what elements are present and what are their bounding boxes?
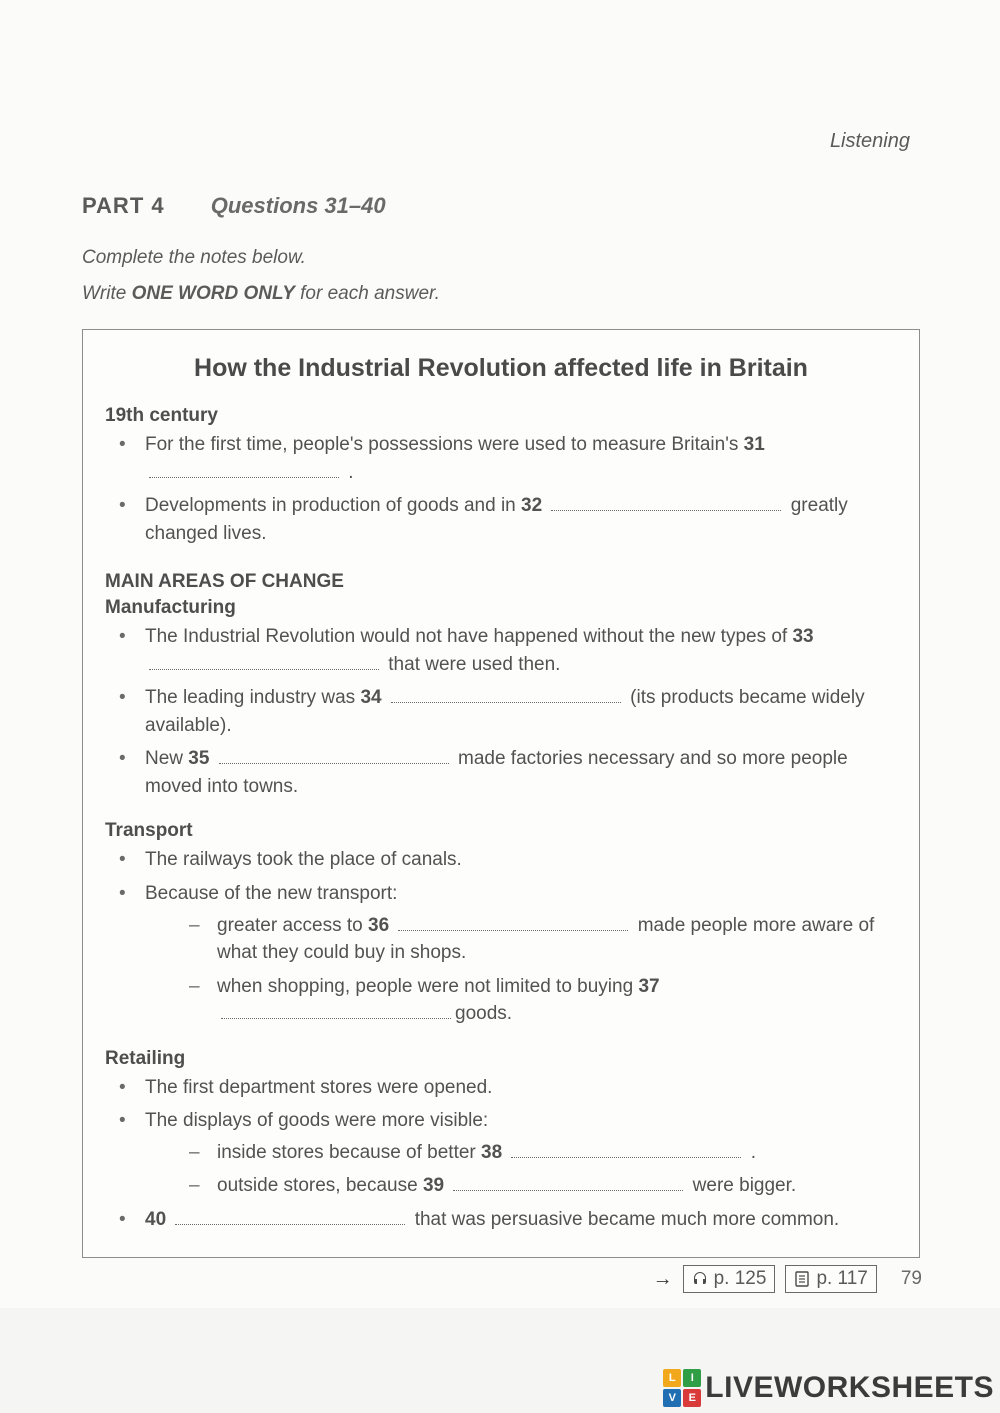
headphone-icon — [692, 1271, 708, 1287]
trans-b1: The railways took the place of canals. — [119, 846, 897, 874]
q40-blank[interactable] — [175, 1208, 405, 1225]
instruction-1: Complete the notes below. — [82, 247, 920, 269]
retail-b2: The displays of goods were more visible:… — [119, 1107, 897, 1200]
q33-pre: The Industrial Revolution would not have… — [145, 626, 792, 647]
q36-pre: greater access to — [217, 915, 368, 936]
q38-num: 38 — [481, 1142, 502, 1163]
manufacturing-head: Manufacturing — [105, 597, 897, 619]
q34-num: 34 — [360, 687, 381, 708]
q32-blank[interactable] — [551, 494, 781, 511]
q39-num: 39 — [423, 1175, 444, 1196]
trans-dashes: greater access to 36 made people more aw… — [145, 912, 897, 1028]
q38-blank[interactable] — [511, 1141, 741, 1158]
logo-cell-l: L — [663, 1369, 681, 1387]
q34-pre: The leading industry was — [145, 687, 360, 708]
section-header: Listening — [82, 130, 920, 153]
page-icon — [794, 1271, 810, 1287]
q38-pre: inside stores because of better — [217, 1142, 481, 1163]
q31-blank[interactable] — [149, 460, 339, 477]
notes-box: How the Industrial Revolution affected l… — [82, 329, 920, 1258]
logo-cell-e: E — [683, 1389, 701, 1407]
q36-line: greater access to 36 made people more aw… — [189, 912, 897, 967]
q37-line: when shopping, people were not limited t… — [189, 973, 897, 1028]
retail-b1: The first department stores were opened. — [119, 1074, 897, 1102]
q33-line: The Industrial Revolution would not have… — [119, 623, 897, 678]
section-19th: 19th century — [105, 405, 897, 427]
q32-pre: Developments in production of goods and … — [145, 495, 521, 516]
q34-line: The leading industry was 34 (its product… — [119, 684, 897, 739]
transport-head: Transport — [105, 820, 897, 842]
instruction-2: Write ONE WORD ONLY for each answer. — [82, 283, 920, 305]
trans-b2: Because of the new transport: greater ac… — [119, 880, 897, 1028]
bullets-manufacturing: The Industrial Revolution would not have… — [105, 623, 897, 800]
q39-pre: outside stores, because — [217, 1175, 423, 1196]
q31-pre: For the first time, people's possessions… — [145, 434, 744, 455]
q31-num: 31 — [744, 434, 765, 455]
q33-num: 33 — [792, 626, 813, 647]
page-footer: → p. 125 p. 117 79 — [653, 1265, 922, 1293]
main-areas-head: MAIN AREAS OF CHANGE — [105, 571, 897, 593]
q33-post: that were used then. — [383, 654, 560, 675]
bullets-retailing: The first department stores were opened.… — [105, 1074, 897, 1234]
q37-num: 37 — [638, 976, 659, 997]
retailing-head: Retailing — [105, 1048, 897, 1070]
instr2-pre: Write — [82, 283, 132, 304]
watermark-logo-icon: L I V E — [663, 1369, 701, 1407]
box-title: How the Industrial Revolution affected l… — [105, 354, 897, 383]
instr2-post: for each answer. — [295, 283, 440, 304]
part-heading: PART 4 Questions 31–40 — [82, 193, 920, 219]
q31-line: For the first time, people's possessions… — [119, 431, 897, 486]
q38-post: . — [745, 1142, 756, 1163]
question-range: Questions 31–40 — [211, 193, 386, 218]
instr2-bold: ONE WORD ONLY — [132, 283, 295, 304]
logo-cell-i: I — [683, 1369, 701, 1387]
answer-ref-1: p. 125 — [683, 1265, 776, 1293]
liveworksheets-watermark: L I V E LIVEWORKSHEETS — [663, 1369, 994, 1407]
q36-blank[interactable] — [398, 913, 628, 930]
q33-blank[interactable] — [149, 653, 379, 670]
q37-blank[interactable] — [221, 1002, 451, 1019]
q36-num: 36 — [368, 915, 389, 936]
logo-cell-v: V — [663, 1389, 681, 1407]
q35-pre: New — [145, 748, 188, 769]
q32-line: Developments in production of goods and … — [119, 492, 897, 547]
ref1-text: p. 125 — [714, 1268, 767, 1290]
q38-line: inside stores because of better 38 . — [189, 1139, 897, 1167]
q35-num: 35 — [188, 748, 209, 769]
worksheet-page: Listening PART 4 Questions 31–40 Complet… — [0, 0, 1000, 1308]
watermark-text: LIVEWORKSHEETS — [705, 1371, 994, 1405]
retail-b2-text: The displays of goods were more visible: — [145, 1110, 488, 1131]
ref2-text: p. 117 — [816, 1268, 867, 1290]
bullets-transport: The railways took the place of canals. B… — [105, 846, 897, 1027]
q40-line: 40 that was persuasive became much more … — [119, 1206, 897, 1234]
q40-num: 40 — [145, 1209, 166, 1230]
q39-line: outside stores, because 39 were bigger. — [189, 1172, 897, 1200]
q37-pre: when shopping, people were not limited t… — [217, 976, 638, 997]
trans-b2-text: Because of the new transport: — [145, 883, 397, 904]
q37-post: goods. — [455, 1003, 512, 1024]
q39-post: were bigger. — [687, 1175, 796, 1196]
part-label: PART 4 — [82, 193, 165, 218]
q35-line: New 35 made factories necessary and so m… — [119, 745, 897, 800]
q34-blank[interactable] — [391, 686, 621, 703]
retail-dashes: inside stores because of better 38 . out… — [145, 1139, 897, 1200]
q35-blank[interactable] — [219, 747, 449, 764]
q32-num: 32 — [521, 495, 542, 516]
bullets-19th: For the first time, people's possessions… — [105, 431, 897, 547]
q39-blank[interactable] — [453, 1174, 683, 1191]
page-number: 79 — [901, 1268, 922, 1290]
answer-ref-2: p. 117 — [785, 1265, 876, 1293]
q40-post: that was persuasive became much more com… — [409, 1209, 839, 1230]
arrow-icon: → — [653, 1268, 673, 1291]
q31-post: . — [343, 462, 354, 483]
